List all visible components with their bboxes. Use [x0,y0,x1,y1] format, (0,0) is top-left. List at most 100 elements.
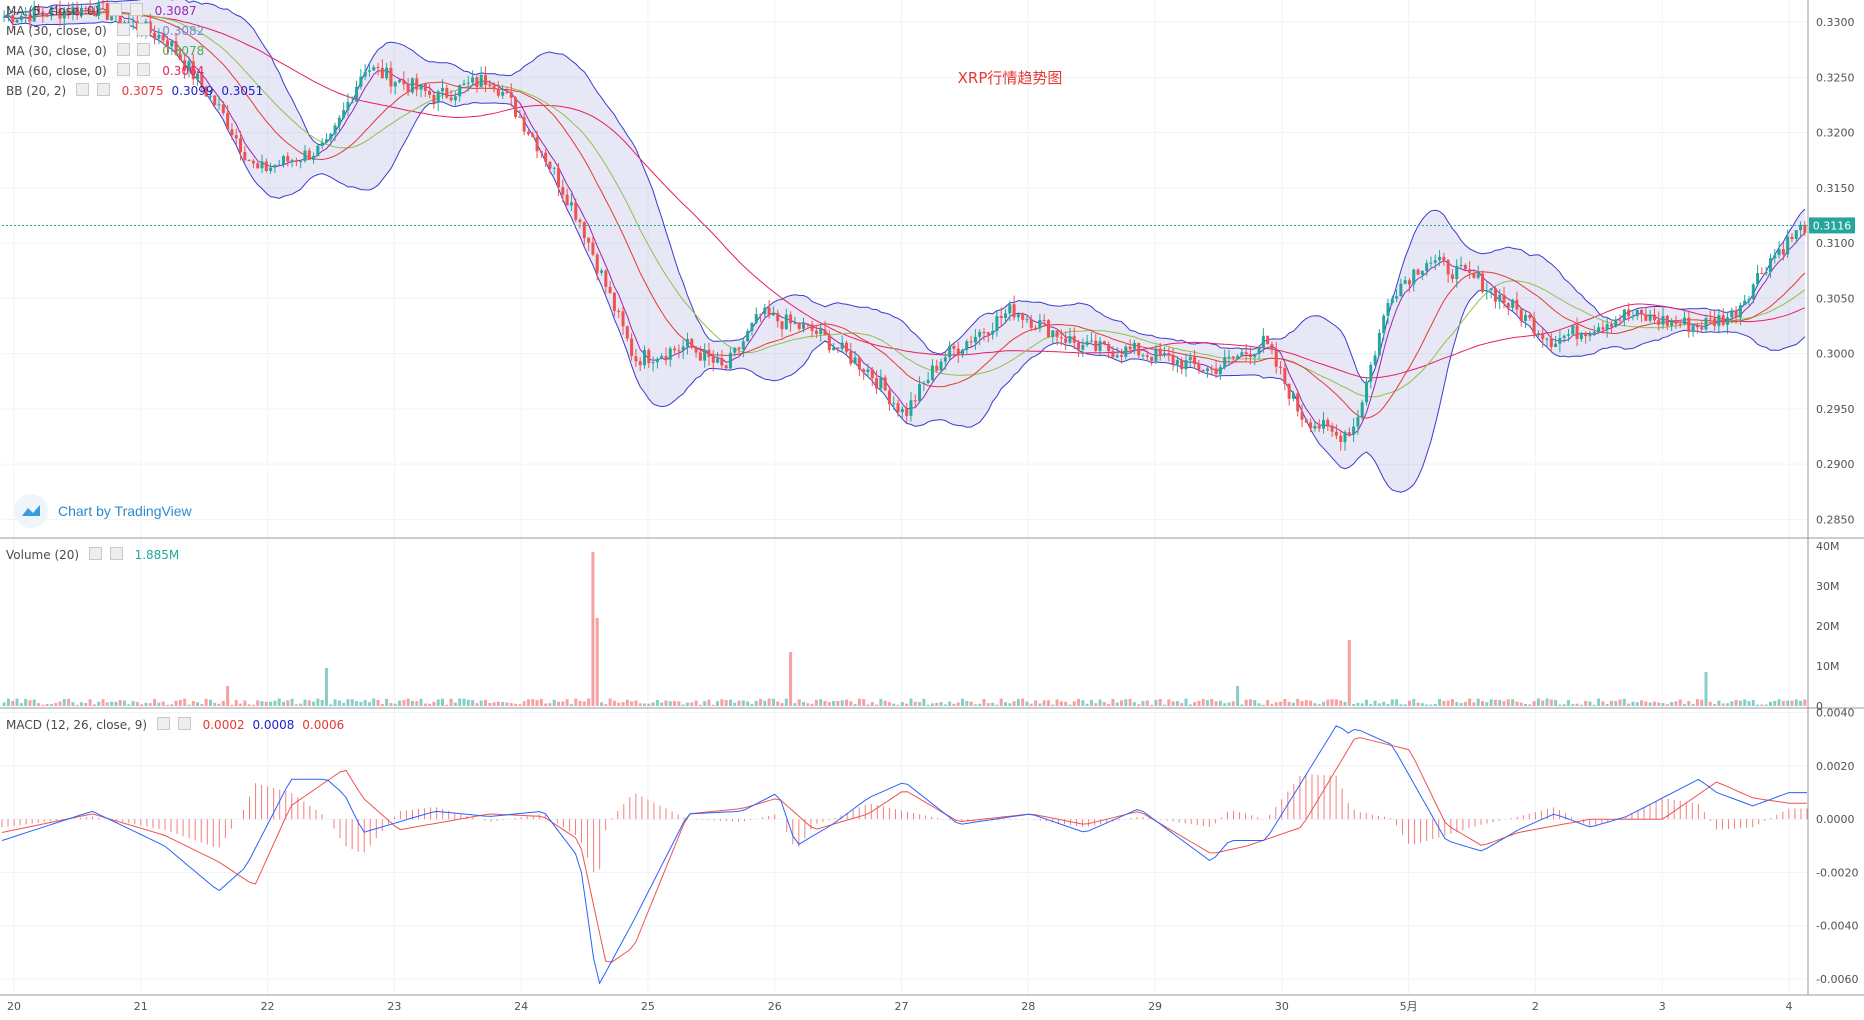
candle-body [161,34,165,41]
candle-body [1296,393,1300,412]
candle-body [11,15,15,23]
bb-legend[interactable]: BB (20, 2) 0.3075 0.3099 0.3051 [6,83,263,98]
volume-bar [1493,699,1497,706]
volume-bar [1098,699,1102,706]
candle-body [1781,249,1785,255]
candle-body [1605,324,1609,330]
volume-bar [1631,701,1635,706]
settings-icon[interactable] [116,43,130,56]
volume-bar [200,704,204,706]
candle-body [355,86,359,102]
volume-bar [1640,700,1644,706]
close-icon[interactable] [129,3,143,16]
candle-body [1756,273,1760,285]
candle-body [221,104,225,114]
candle-body [75,6,79,16]
legend-name: Volume (20) [6,548,80,562]
ma5-legend[interactable]: MA (5, close, 0) 0.3087 [6,3,197,18]
ma30b-legend[interactable]: MA (30, close, 0) 0.3078 [6,43,204,58]
settings-icon[interactable] [109,3,123,16]
volume-bar [178,699,182,706]
candle-body [681,346,685,351]
volume-bar [1175,701,1179,706]
volume-bar [1691,703,1695,706]
close-icon[interactable] [109,547,123,560]
volume-bar [836,701,840,706]
candle-body [1768,258,1772,273]
volume-bar [526,699,530,706]
candle-body [1205,368,1209,372]
close-icon[interactable] [137,23,151,36]
ma30a-legend[interactable]: MA (30, close, 0) 0.3082 [6,23,204,38]
candle-body [870,369,874,379]
volume-bar [1592,704,1596,706]
candle-body [552,167,556,169]
volume-bar [28,700,32,706]
candle-body [780,321,784,330]
candle-body [423,84,427,91]
volume-bar [277,698,281,706]
volume-bar [221,701,225,706]
settings-icon[interactable] [88,547,102,560]
volume-bar [909,698,913,706]
ma60-legend[interactable]: MA (60, close, 0) 0.3064 [6,63,204,78]
candle-body [19,15,23,20]
volume-bar [1158,698,1162,706]
candle-body [1588,333,1592,337]
volume-bar [1377,703,1381,706]
macd-legend[interactable]: MACD (12, 26, close, 9) 0.0002 0.0008 0.… [6,717,344,732]
candle-body [1201,370,1205,372]
tradingview-watermark[interactable]: Chart by TradingView [14,494,192,528]
volume-bar [1528,704,1532,706]
volume-bar [793,703,797,706]
candle-body [754,314,758,323]
volume-bar [165,704,169,706]
candle-body [505,91,509,93]
candle-body [991,330,995,335]
volume-legend[interactable]: Volume (20) 1.885M [6,547,179,562]
volume-bar [1111,698,1115,706]
close-icon[interactable] [96,83,110,96]
volume-bar [88,699,92,706]
candle-body [720,358,724,366]
close-icon[interactable] [177,717,191,730]
candle-body [436,91,440,103]
volume-bar [986,703,990,706]
settings-icon[interactable] [116,23,130,36]
volume-bar [350,699,354,706]
price-tick-label: 0.3050 [1816,292,1855,305]
candle-body [466,82,470,84]
candle-body [999,315,1003,319]
candle-body [1051,330,1055,338]
close-icon[interactable] [137,63,151,76]
volume-bar [690,702,694,706]
settings-icon[interactable] [76,83,90,96]
bb-lower [3,16,1806,493]
close-icon[interactable] [137,43,151,56]
volume-bar [1502,701,1506,706]
candle-body [1291,393,1295,399]
candle-body [634,356,638,362]
candle-body [299,160,303,162]
settings-icon[interactable] [116,63,130,76]
candle-body [1515,299,1519,310]
volume-bar [1279,701,1283,706]
volume-bar [157,702,161,706]
volume-bar [1244,699,1248,706]
candle-body [1777,249,1781,256]
volume-bar [1188,704,1192,706]
candle-body [862,369,866,373]
volume-bar [780,703,784,706]
volume-bar [1364,699,1368,706]
volume-bar [135,701,139,706]
candle-body [887,390,891,405]
candle-body [1416,269,1420,275]
volume-bar [1077,699,1081,706]
volume-bar [183,698,187,706]
volume-bar [118,700,122,706]
settings-icon[interactable] [156,717,170,730]
candle-body [965,341,969,350]
volume-bar [1313,703,1317,706]
volume-bar [1283,699,1287,706]
